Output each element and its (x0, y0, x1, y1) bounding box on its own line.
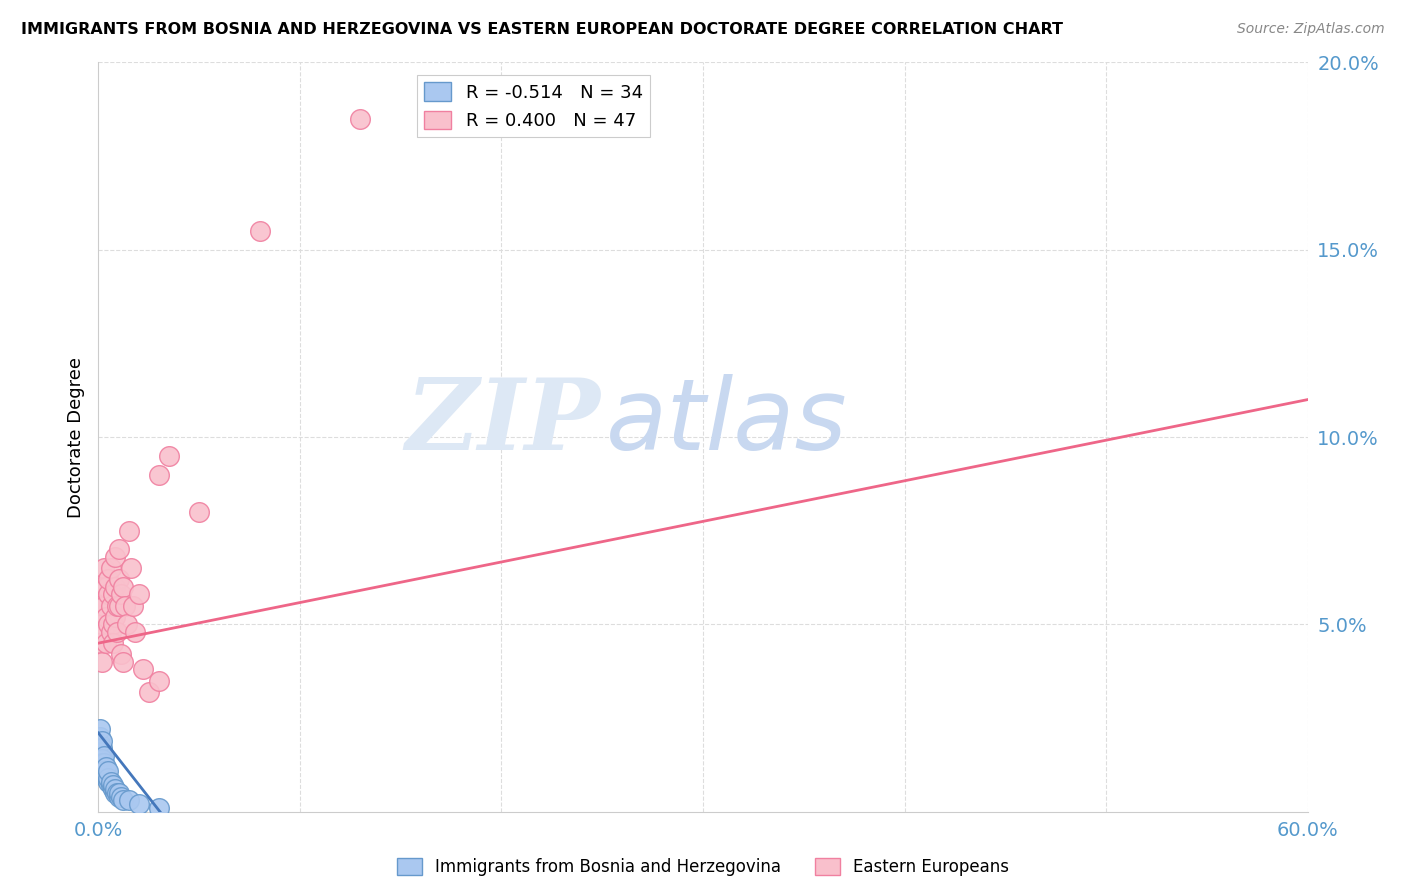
Point (103, 782, 125, 797)
Point (148, 801, 170, 815)
Point (103, 549, 125, 564)
Legend: R = -0.514   N = 34, R = 0.400   N = 47: R = -0.514 N = 34, R = 0.400 N = 47 (418, 75, 650, 137)
Point (120, 561, 142, 575)
Point (114, 599, 136, 613)
Point (96, 636, 118, 650)
Point (148, 673, 170, 688)
Point (115, 617, 138, 632)
Point (157, 449, 180, 463)
Point (101, 779, 124, 793)
Point (349, 112, 371, 126)
Point (118, 524, 141, 538)
Point (89, 737, 111, 751)
Legend: Immigrants from Bosnia and Herzegovina, Eastern Europeans: Immigrants from Bosnia and Herzegovina, … (391, 851, 1015, 883)
Point (100, 779, 122, 793)
Point (105, 624, 128, 639)
Point (91, 741, 114, 756)
Point (91, 752, 114, 766)
Text: Source: ZipAtlas.com: Source: ZipAtlas.com (1237, 22, 1385, 37)
Text: atlas: atlas (606, 374, 848, 471)
Point (107, 573, 129, 587)
Point (111, 655, 134, 669)
Point (91, 748, 114, 763)
Point (93, 748, 115, 763)
Point (111, 580, 134, 594)
Point (93, 756, 115, 770)
Text: IMMIGRANTS FROM BOSNIA AND HERZEGOVINA VS EASTERN EUROPEAN DOCTORATE DEGREE CORR: IMMIGRANTS FROM BOSNIA AND HERZEGOVINA V… (21, 22, 1063, 37)
Point (101, 587, 124, 601)
Point (96, 610, 118, 624)
Point (138, 685, 160, 699)
Point (148, 467, 170, 482)
Point (107, 599, 129, 613)
Point (124, 624, 146, 639)
Point (105, 599, 128, 613)
Text: ZIP: ZIP (405, 374, 600, 470)
Point (91, 617, 114, 632)
Point (91, 733, 114, 747)
Point (93, 764, 115, 778)
Point (91, 745, 114, 759)
Point (132, 662, 155, 676)
Point (121, 599, 143, 613)
Point (100, 561, 122, 575)
Point (101, 636, 124, 650)
Point (128, 797, 150, 812)
Point (97, 774, 120, 789)
Point (93, 561, 115, 575)
Point (103, 786, 125, 800)
Point (89, 730, 111, 744)
Point (96, 771, 118, 785)
Point (103, 580, 125, 594)
Point (188, 505, 211, 519)
Point (93, 624, 115, 639)
Point (89, 723, 111, 737)
Point (93, 767, 115, 781)
Point (96, 580, 118, 594)
Point (97, 573, 120, 587)
Point (101, 617, 124, 632)
Point (100, 624, 122, 639)
Point (128, 587, 150, 601)
Point (93, 599, 115, 613)
Point (100, 774, 122, 789)
Point (107, 542, 129, 557)
Y-axis label: Doctorate Degree: Doctorate Degree (66, 357, 84, 517)
Point (93, 760, 115, 774)
Point (110, 648, 132, 662)
Point (118, 793, 141, 807)
Point (97, 764, 120, 778)
Point (97, 771, 120, 785)
Point (110, 789, 132, 804)
Point (97, 587, 120, 601)
Point (97, 617, 120, 632)
Point (249, 224, 271, 238)
Point (91, 580, 114, 594)
Point (110, 587, 132, 601)
Point (111, 793, 134, 807)
Point (107, 786, 129, 800)
Point (103, 610, 125, 624)
Point (89, 599, 111, 613)
Point (101, 782, 124, 797)
Point (91, 756, 114, 770)
Point (91, 655, 114, 669)
Point (107, 789, 129, 804)
Point (96, 767, 118, 781)
Point (100, 599, 122, 613)
Point (105, 786, 128, 800)
Point (96, 760, 118, 774)
Point (89, 636, 111, 650)
